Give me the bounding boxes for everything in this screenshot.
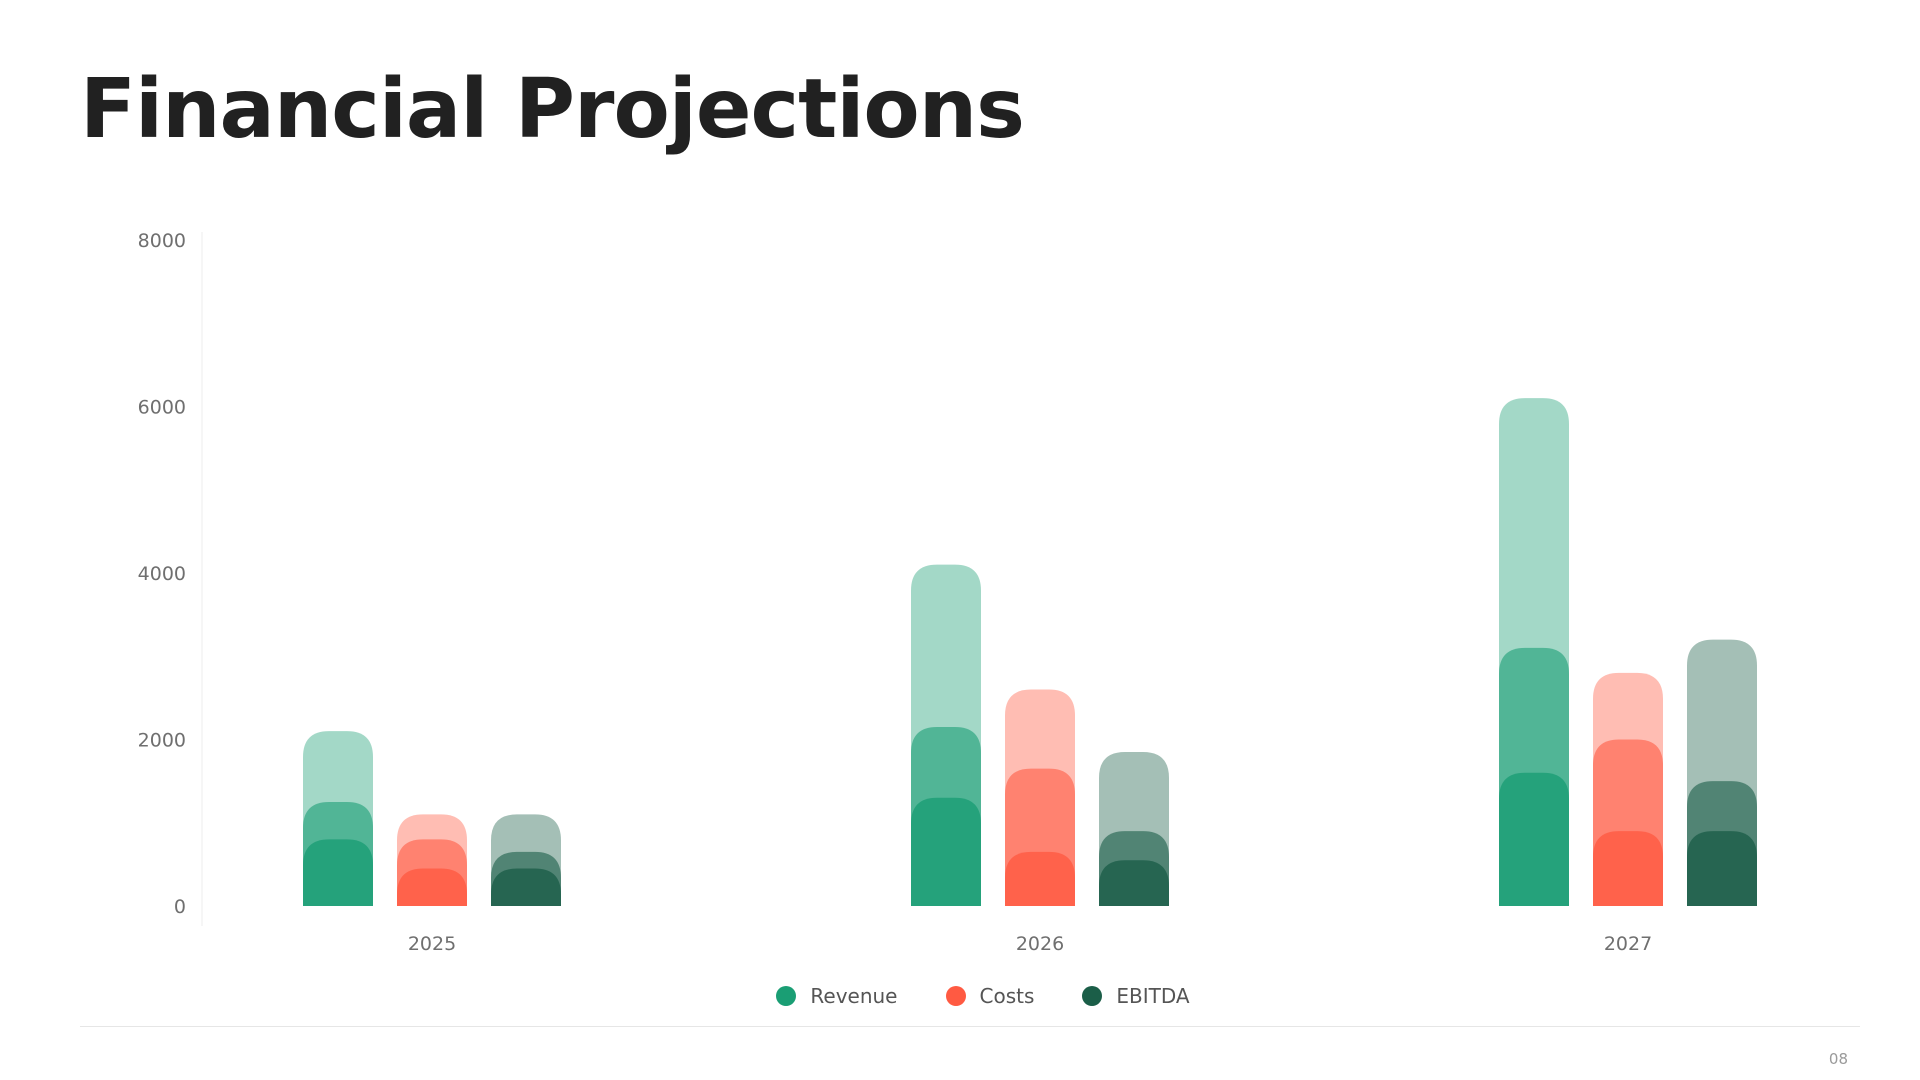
bar-costs-2027-layer-3[interactable] [1593, 831, 1663, 906]
bar-revenue-2026-layer-3[interactable] [911, 797, 981, 906]
y-tick-label: 4000 [138, 563, 186, 585]
bar-costs-2025-layer-3[interactable] [397, 868, 467, 906]
chart-legend: Revenue Costs EBITDA [0, 980, 1920, 1012]
legend-label-costs: Costs [979, 984, 1035, 1008]
legend-swatch-ebitda [1082, 986, 1103, 1006]
bar-ebitda-2027-layer-3[interactable] [1687, 831, 1757, 906]
y-tick-label: 0 [174, 896, 186, 918]
legend-item-ebitda[interactable]: EBITDA [1082, 984, 1190, 1008]
bar-costs-2026-layer-3[interactable] [1005, 851, 1075, 906]
bar-revenue-2025-layer-3[interactable] [303, 839, 373, 906]
legend-swatch-costs [945, 986, 966, 1006]
legend-item-costs[interactable]: Costs [945, 984, 1035, 1008]
y-tick-label: 8000 [138, 230, 186, 252]
legend-label-revenue: Revenue [810, 984, 898, 1008]
x-tick-label: 2025 [408, 933, 456, 955]
legend-swatch-revenue [776, 986, 797, 1006]
x-tick-label: 2026 [1016, 933, 1064, 955]
y-tick-label: 6000 [138, 397, 186, 419]
y-tick-label: 2000 [138, 730, 186, 752]
slide-title: Financial Projections [80, 62, 1025, 157]
bar-revenue-2027-layer-3[interactable] [1499, 772, 1569, 906]
footer-divider [80, 1026, 1860, 1027]
bar-chart: 0 2000 4000 6000 8000 2025 2026 2027 [138, 230, 1757, 955]
legend-item-revenue[interactable]: Revenue [776, 984, 898, 1008]
x-tick-label: 2027 [1604, 933, 1652, 955]
legend-label-ebitda: EBITDA [1116, 984, 1190, 1008]
page-number: 08 [1828, 1050, 1848, 1068]
bar-ebitda-2026-layer-3[interactable] [1099, 860, 1169, 906]
bar-ebitda-2025-layer-3[interactable] [491, 868, 561, 906]
